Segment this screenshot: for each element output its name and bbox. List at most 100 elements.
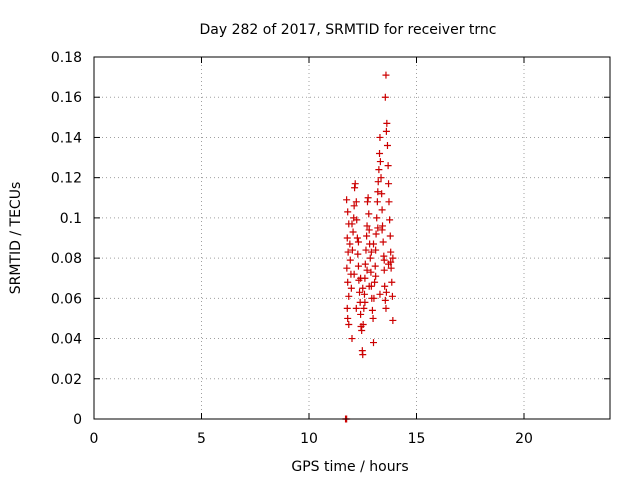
y-axis-label: SRMTID / TECUs <box>8 182 24 295</box>
data-point <box>367 248 375 256</box>
data-point <box>365 226 373 234</box>
data-point <box>354 250 362 258</box>
data-point <box>350 202 358 210</box>
data-point <box>345 320 353 328</box>
data-point <box>382 304 390 312</box>
y-tick-label: 0.08 <box>51 251 82 267</box>
data-point <box>376 150 384 158</box>
grid <box>94 57 610 419</box>
x-tick-label: 0 <box>90 431 99 447</box>
y-tick-label: 0 <box>73 412 82 428</box>
data-point <box>351 180 359 188</box>
data-point <box>350 270 358 278</box>
data-point <box>362 246 370 254</box>
data-point <box>386 232 394 240</box>
data-point <box>385 198 393 206</box>
data-point <box>363 222 371 230</box>
data-point <box>363 232 371 240</box>
y-tick-label: 0.12 <box>51 171 82 187</box>
data-point <box>351 184 359 192</box>
x-axis-label: GPS time / hours <box>291 459 408 475</box>
data-point <box>384 162 392 170</box>
data-point <box>385 180 393 188</box>
data-point <box>389 316 397 324</box>
y-tick-label: 0.16 <box>51 90 82 106</box>
data-point <box>354 262 362 270</box>
data-point <box>386 216 394 224</box>
data-point <box>365 210 373 218</box>
data-point <box>353 216 361 224</box>
data-point <box>382 127 390 135</box>
data-point <box>378 226 386 234</box>
data-point <box>374 188 382 196</box>
data-points <box>342 71 397 423</box>
data-point <box>358 327 366 335</box>
x-tick-label: 10 <box>300 431 318 447</box>
data-point <box>382 71 390 79</box>
data-point <box>380 266 388 274</box>
data-point <box>365 282 373 290</box>
data-point <box>371 262 379 270</box>
data-point <box>346 256 354 264</box>
data-point <box>363 198 371 206</box>
data-point <box>359 320 367 328</box>
y-tick-label: 0.14 <box>51 130 82 146</box>
data-point <box>369 314 377 322</box>
data-point <box>343 196 351 204</box>
data-point <box>382 288 390 296</box>
data-point <box>371 278 379 286</box>
data-point <box>387 258 395 266</box>
data-point <box>360 290 368 298</box>
data-point <box>357 310 365 318</box>
data-point <box>343 304 351 312</box>
data-point <box>372 230 380 238</box>
data-point <box>359 284 367 292</box>
data-point <box>367 268 375 276</box>
data-point <box>376 133 384 141</box>
x-tick-label: 15 <box>408 431 426 447</box>
data-point <box>366 254 374 262</box>
data-point <box>344 278 352 286</box>
data-point <box>387 264 395 272</box>
tick-labels: 0 5 10 15 20 0 0.02 0.04 0.06 0.08 0.1 0.12 0.14 0.16… <box>51 50 533 447</box>
data-point <box>344 208 352 216</box>
data-point <box>348 335 356 343</box>
data-point <box>375 166 383 174</box>
data-point <box>357 274 365 282</box>
data-point <box>370 240 377 248</box>
y-tick-label: 0.1 <box>60 211 82 227</box>
y-tick-label: 0.02 <box>51 372 82 388</box>
y-tick-label: 0.06 <box>51 291 82 307</box>
data-point <box>388 278 396 286</box>
data-point <box>378 206 386 214</box>
y-tick-label: 0.04 <box>51 332 82 348</box>
data-point <box>381 93 389 101</box>
data-point <box>383 119 391 127</box>
y-tick-label: 0.18 <box>51 50 82 66</box>
data-point <box>378 190 386 198</box>
data-point <box>354 238 362 246</box>
data-point <box>344 248 352 256</box>
data-point <box>381 296 389 304</box>
data-point <box>363 266 371 274</box>
data-point <box>372 246 380 254</box>
data-point <box>349 228 357 236</box>
chart-title: Day 282 of 2017, SRMTID for receiver trn… <box>200 22 497 38</box>
data-point <box>347 284 355 292</box>
data-point <box>376 290 384 298</box>
data-point <box>352 304 360 312</box>
data-point <box>387 248 395 256</box>
data-point <box>370 339 377 347</box>
data-point <box>344 314 352 322</box>
data-point <box>346 240 354 248</box>
data-point <box>364 194 372 202</box>
data-point <box>343 234 351 242</box>
data-point <box>361 260 369 268</box>
data-point <box>352 198 360 206</box>
data-point <box>374 178 382 186</box>
data-point <box>353 234 361 242</box>
data-point <box>348 246 356 254</box>
x-tick-label: 20 <box>515 431 533 447</box>
data-point <box>356 288 364 296</box>
